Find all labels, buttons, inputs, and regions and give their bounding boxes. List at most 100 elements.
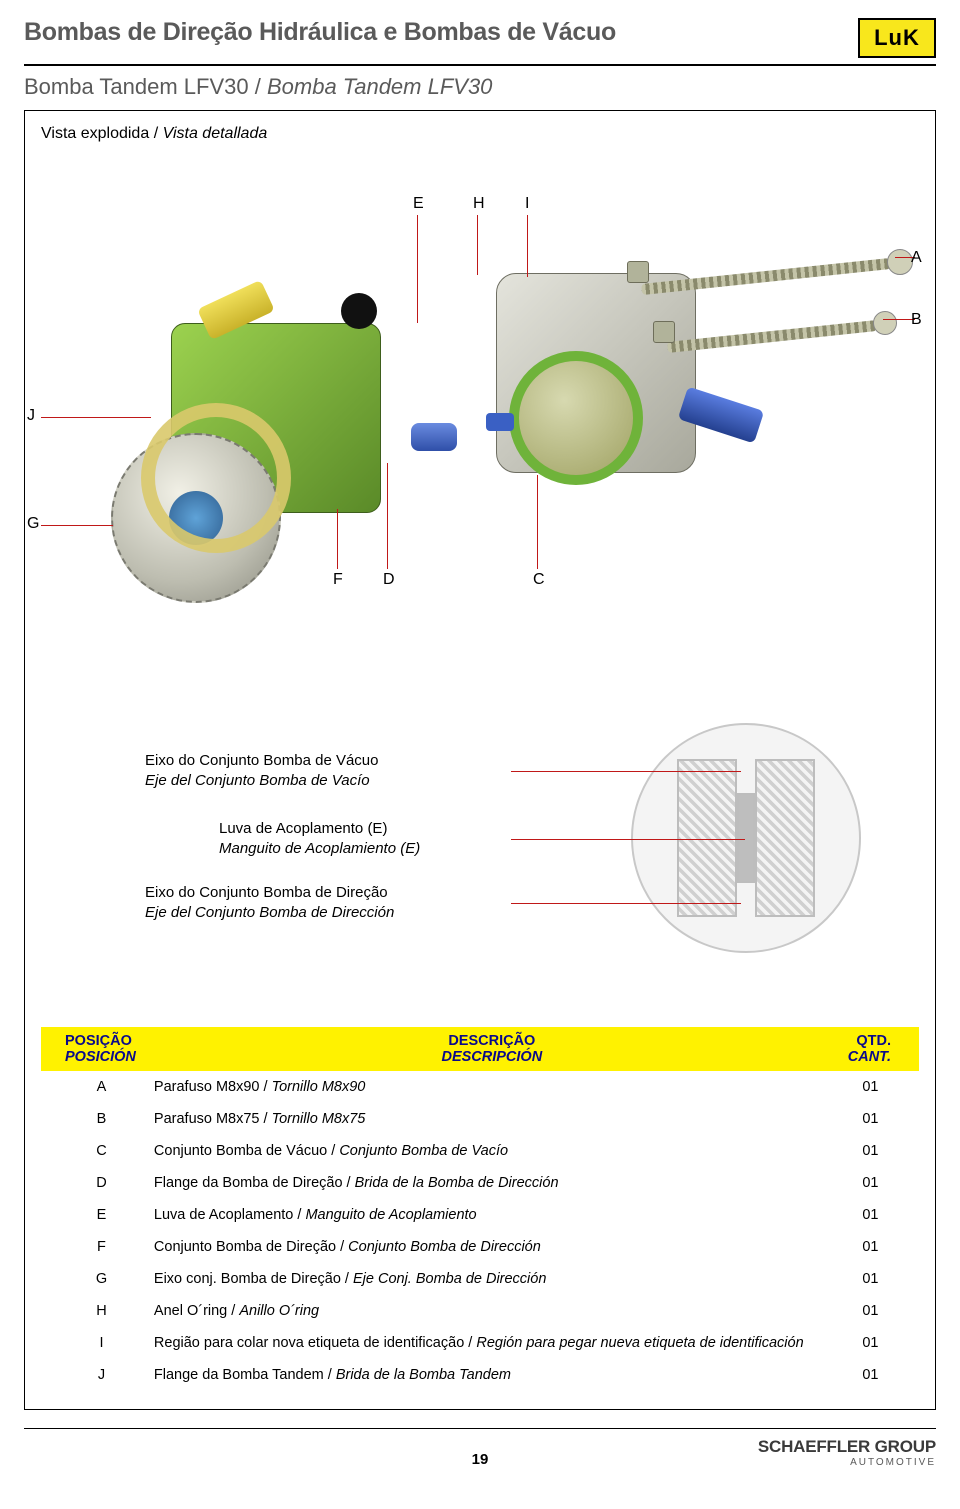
table-row: DFlange da Bomba de Direção / Brida de l…: [41, 1167, 919, 1199]
detail-label-3-es: Eje del Conjunto Bomba de Dirección: [145, 904, 394, 921]
callout-D: D: [383, 571, 395, 589]
cell-desc: Parafuso M8x75 / Tornillo M8x75: [144, 1103, 840, 1135]
cell-desc: Parafuso M8x90 / Tornillo M8x90: [144, 1071, 840, 1103]
cell-pos: G: [41, 1263, 144, 1295]
page-header: Bombas de Direção Hidráulica e Bombas de…: [24, 18, 936, 66]
callout-E: E: [413, 195, 424, 213]
detail-section-left: [677, 759, 737, 917]
cell-desc: Região para colar nova etiqueta de ident…: [144, 1327, 840, 1359]
subtitle-pt: Bomba Tandem LFV30: [24, 74, 249, 99]
table-row: FConjunto Bomba de Direção / Conjunto Bo…: [41, 1231, 919, 1263]
detail-label-1-pt: Eixo do Conjunto Bomba de Vácuo: [145, 752, 379, 769]
right-pump-oring: [509, 351, 643, 485]
th-desc-pt: DESCRIÇÃO: [448, 1033, 535, 1049]
th-desc-es: DESCRIPCIÓN: [152, 1049, 832, 1065]
content-frame: Vista explodida / Vista detallada: [24, 110, 936, 1410]
table-row: AParafuso M8x90 / Tornillo M8x9001: [41, 1071, 919, 1103]
lead-f: [337, 509, 338, 569]
detail-label-3: Eixo do Conjunto Bomba de Direção Eje de…: [145, 883, 505, 924]
th-qty-pt: QTD.: [856, 1033, 891, 1049]
table-row: CConjunto Bomba de Vácuo / Conjunto Bomb…: [41, 1135, 919, 1167]
callout-A: A: [911, 249, 922, 267]
lead-g: [41, 525, 113, 526]
cell-pos: D: [41, 1167, 144, 1199]
cell-qty: 01: [840, 1199, 919, 1231]
table-row: JFlange da Bomba Tandem / Brida de la Bo…: [41, 1359, 919, 1391]
th-qty-es: CANT.: [848, 1049, 891, 1065]
luk-logo: LuK: [858, 18, 936, 58]
cell-pos: J: [41, 1359, 144, 1391]
detail-label-1: Eixo do Conjunto Bomba de Vácuo Eje del …: [145, 751, 505, 792]
callout-I: I: [525, 195, 529, 213]
cell-qty: 01: [840, 1167, 919, 1199]
cell-qty: 01: [840, 1295, 919, 1327]
detail-lead-3: [511, 903, 741, 904]
cell-desc: Luva de Acoplamento / Manguito de Acopla…: [144, 1199, 840, 1231]
page-footer: 19 SCHAEFFLER GROUP AUTOMOTIVE: [24, 1428, 936, 1468]
cell-pos: H: [41, 1295, 144, 1327]
table-row: HAnel O´ring / Anillo O´ring01: [41, 1295, 919, 1327]
cell-qty: 01: [840, 1071, 919, 1103]
cell-pos: E: [41, 1199, 144, 1231]
cell-desc: Flange da Bomba Tandem / Brida de la Bom…: [144, 1359, 840, 1391]
flange-ring: [141, 403, 291, 553]
detail-label-2: Luva de Acoplamento (E) Manguito de Acop…: [145, 819, 525, 860]
callout-G: G: [27, 515, 39, 533]
table-row: IRegião para colar nova etiqueta de iden…: [41, 1327, 919, 1359]
callout-C: C: [533, 571, 545, 589]
exploded-diagram: E H I A B F D C J G Eixo do Conjunto Bom…: [41, 163, 921, 1003]
vista-es: Vista detallada: [163, 125, 268, 142]
cell-qty: 01: [840, 1135, 919, 1167]
th-qty: QTD. CANT.: [840, 1027, 919, 1071]
cell-pos: I: [41, 1327, 144, 1359]
parts-table-head: POSIÇÃO POSICIÓN DESCRIÇÃO DESCRIPCIÓN Q…: [41, 1027, 919, 1071]
cell-qty: 01: [840, 1103, 919, 1135]
cell-pos: C: [41, 1135, 144, 1167]
cell-qty: 01: [840, 1359, 919, 1391]
page-title: Bombas de Direção Hidráulica e Bombas de…: [24, 18, 616, 47]
cell-pos: B: [41, 1103, 144, 1135]
washer-b: [873, 311, 897, 335]
detail-lead-1: [511, 771, 741, 772]
lead-e: [417, 215, 418, 323]
vista-caption: Vista explodida / Vista detallada: [41, 125, 919, 143]
callout-H: H: [473, 195, 485, 213]
cell-desc: Anel O´ring / Anillo O´ring: [144, 1295, 840, 1327]
cell-desc: Eixo conj. Bomba de Direção / Eje Conj. …: [144, 1263, 840, 1295]
detail-label-2-es: Manguito de Acoplamiento (E): [219, 840, 420, 857]
detail-sleeve: [737, 793, 755, 883]
cell-desc: Flange da Bomba de Direção / Brida de la…: [144, 1167, 840, 1199]
bolt-b-head: [653, 321, 675, 343]
subtitle: Bomba Tandem LFV30 / Bomba Tandem LFV30: [24, 74, 936, 100]
bolt-b: [667, 320, 877, 353]
table-row: BParafuso M8x75 / Tornillo M8x7501: [41, 1103, 919, 1135]
lead-c: [537, 475, 538, 569]
cell-qty: 01: [840, 1263, 919, 1295]
cell-desc: Conjunto Bomba de Vácuo / Conjunto Bomba…: [144, 1135, 840, 1167]
coupling-sleeve: [411, 423, 457, 451]
th-pos-es: POSICIÓN: [65, 1049, 136, 1065]
cap-black: [341, 293, 377, 329]
lead-d: [387, 463, 388, 569]
cell-pos: F: [41, 1231, 144, 1263]
detail-section-right: [755, 759, 815, 917]
cell-pos: A: [41, 1071, 144, 1103]
bolt-a-head: [627, 261, 649, 283]
parts-table: POSIÇÃO POSICIÓN DESCRIÇÃO DESCRIPCIÓN Q…: [41, 1027, 919, 1391]
lead-j: [41, 417, 151, 418]
lead-i: [527, 215, 528, 277]
callout-B: B: [911, 311, 922, 329]
page-number: 19: [254, 1451, 706, 1468]
lead-h: [477, 215, 478, 275]
th-desc: DESCRIÇÃO DESCRIPCIÓN: [144, 1027, 840, 1071]
callout-J: J: [27, 407, 35, 425]
cell-qty: 01: [840, 1327, 919, 1359]
plug-blue: [486, 413, 514, 431]
cell-qty: 01: [840, 1231, 919, 1263]
detail-label-2-pt: Luva de Acoplamento (E): [219, 820, 387, 837]
washer-a: [887, 249, 913, 275]
schaeffler-logo: SCHAEFFLER GROUP AUTOMOTIVE: [706, 1437, 936, 1468]
cell-desc: Conjunto Bomba de Direção / Conjunto Bom…: [144, 1231, 840, 1263]
table-row: GEixo conj. Bomba de Direção / Eje Conj.…: [41, 1263, 919, 1295]
subtitle-es: Bomba Tandem LFV30: [267, 74, 492, 99]
